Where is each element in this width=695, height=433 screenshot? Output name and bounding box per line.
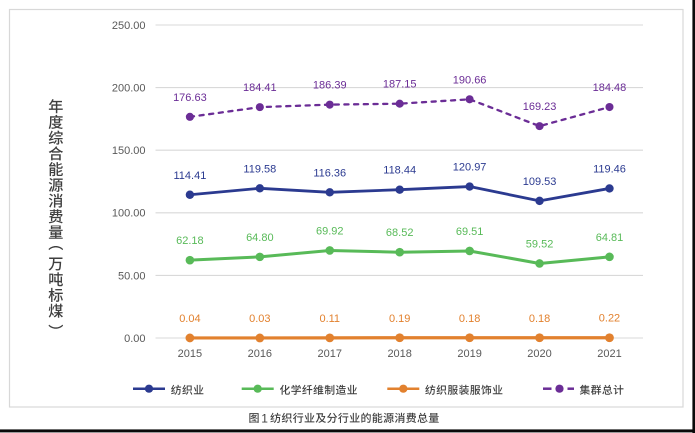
- svg-text:116.36: 116.36: [313, 167, 346, 179]
- svg-text:184.41: 184.41: [243, 82, 277, 94]
- svg-text:184.48: 184.48: [593, 82, 627, 94]
- svg-text:64.81: 64.81: [596, 232, 624, 244]
- svg-text:2020: 2020: [527, 348, 551, 360]
- svg-text:120.97: 120.97: [453, 162, 487, 174]
- svg-text:2021: 2021: [597, 348, 621, 360]
- svg-text:0.03: 0.03: [249, 313, 270, 325]
- svg-text:2018: 2018: [387, 348, 411, 360]
- svg-text:118.44: 118.44: [383, 165, 416, 177]
- svg-text:59.52: 59.52: [526, 238, 554, 250]
- svg-text:250.00: 250.00: [112, 20, 146, 32]
- svg-text:100.00: 100.00: [112, 208, 146, 220]
- svg-text:0.18: 0.18: [529, 313, 550, 325]
- svg-text:114.41: 114.41: [173, 170, 206, 182]
- svg-text:119.58: 119.58: [243, 163, 276, 175]
- svg-text:119.46: 119.46: [593, 163, 626, 175]
- svg-text:1: 1: [261, 411, 268, 425]
- svg-text:2015: 2015: [178, 348, 202, 360]
- svg-text:186.39: 186.39: [313, 80, 347, 92]
- svg-text:176.63: 176.63: [173, 92, 207, 104]
- svg-text:69.51: 69.51: [456, 226, 484, 238]
- svg-text:200.00: 200.00: [112, 83, 146, 95]
- svg-text:150.00: 150.00: [112, 145, 146, 157]
- svg-text:0.00: 0.00: [124, 333, 145, 345]
- svg-text:0.04: 0.04: [179, 313, 200, 325]
- svg-text:62.18: 62.18: [176, 235, 204, 247]
- svg-text:2019: 2019: [457, 348, 481, 360]
- svg-text:0.19: 0.19: [389, 313, 410, 325]
- svg-text:169.23: 169.23: [523, 101, 557, 113]
- svg-text:2016: 2016: [248, 348, 272, 360]
- svg-text:0.11: 0.11: [319, 313, 340, 325]
- svg-text:68.52: 68.52: [386, 227, 414, 239]
- svg-text:2017: 2017: [318, 348, 342, 360]
- svg-text:0.18: 0.18: [459, 313, 480, 325]
- svg-text:190.66: 190.66: [453, 74, 487, 86]
- svg-text:64.80: 64.80: [246, 232, 274, 244]
- svg-text:0.22: 0.22: [599, 313, 620, 325]
- svg-text:69.92: 69.92: [316, 225, 344, 237]
- svg-text:50.00: 50.00: [118, 270, 146, 282]
- svg-text:109.53: 109.53: [523, 176, 557, 188]
- svg-text:187.15: 187.15: [383, 79, 417, 91]
